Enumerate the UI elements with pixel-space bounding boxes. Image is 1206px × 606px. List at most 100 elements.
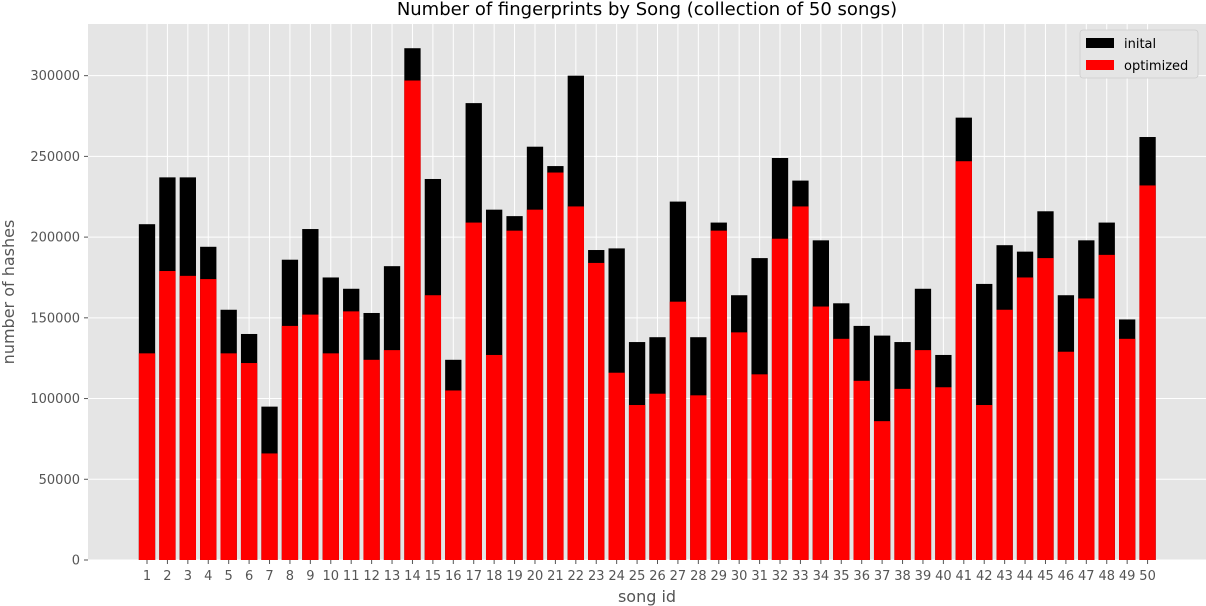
- x-tick-label: 41: [956, 569, 973, 584]
- bar-optimized: [343, 311, 360, 560]
- x-tick-label: 17: [465, 569, 482, 584]
- x-tick-label: 22: [568, 569, 585, 584]
- bar-optimized: [200, 279, 217, 560]
- bar-optimized: [914, 350, 932, 560]
- bar-optimized: [669, 301, 687, 560]
- bar-optimized: [771, 238, 789, 560]
- bar-optimized: [179, 275, 196, 560]
- bar-optimized: [588, 262, 605, 560]
- bar-optimized: [608, 372, 625, 560]
- bar-optimized: [812, 306, 830, 560]
- x-tick-label: 12: [363, 569, 380, 584]
- x-tick-label: 42: [976, 569, 993, 584]
- x-tick-label: 15: [425, 569, 442, 584]
- x-tick-label: 29: [710, 569, 727, 584]
- x-tick-label: 14: [404, 569, 421, 584]
- bars: [138, 48, 1156, 561]
- y-tick-label: 250000: [30, 150, 80, 165]
- bar-optimized: [567, 206, 584, 561]
- y-tick-label: 300000: [30, 69, 80, 84]
- y-axis-title: number of hashes: [0, 220, 18, 365]
- legend: inital optimized: [1079, 29, 1199, 79]
- x-tick-label: 49: [1119, 569, 1136, 584]
- bar-optimized: [690, 395, 707, 560]
- bar-optimized: [261, 453, 278, 560]
- bar-optimized: [159, 271, 176, 560]
- x-tick-label: 21: [547, 569, 564, 584]
- x-tick-label: 44: [1017, 569, 1034, 584]
- x-tick-label: 2: [163, 569, 171, 584]
- y-tick-label: 200000: [30, 231, 80, 246]
- y-tick-label: 150000: [30, 311, 80, 326]
- bar-optimized: [894, 388, 911, 560]
- x-tick-label: 27: [670, 569, 687, 584]
- bar-optimized: [281, 325, 299, 560]
- bar-optimized: [485, 354, 503, 560]
- x-tick-label: 3: [184, 569, 192, 584]
- x-tick-label: 20: [527, 569, 544, 584]
- x-tick-label: 8: [286, 569, 294, 584]
- x-tick-label: 4: [204, 569, 212, 584]
- bar-optimized: [465, 222, 482, 560]
- x-tick-label: 35: [833, 569, 850, 584]
- bar-optimized: [404, 80, 421, 560]
- x-tick-label: 6: [245, 569, 253, 584]
- x-tick-label: 40: [935, 569, 952, 584]
- bar-optimized: [792, 206, 809, 561]
- x-tick-label: 37: [874, 569, 891, 584]
- x-tick-label: 46: [1058, 569, 1075, 584]
- x-tick-label: 24: [608, 569, 625, 584]
- x-tick-label: 28: [690, 569, 707, 584]
- y-tick-label: 50000: [39, 473, 80, 488]
- x-tick-label: 39: [915, 569, 932, 584]
- x-tick-label: 34: [813, 569, 830, 584]
- bar-optimized: [1139, 185, 1156, 560]
- x-tick-label: 30: [731, 569, 748, 584]
- bar-optimized: [976, 405, 993, 560]
- legend-label: inital: [1124, 37, 1156, 52]
- bar-optimized: [1098, 254, 1115, 560]
- bar-optimized: [935, 387, 952, 560]
- x-tick-label: 48: [1098, 569, 1115, 584]
- x-tick-label: 23: [588, 569, 605, 584]
- x-tick-label: 18: [486, 569, 503, 584]
- bar-optimized: [1057, 351, 1075, 560]
- bar-optimized: [424, 295, 442, 560]
- bar-optimized: [833, 338, 850, 560]
- bar-optimized: [1037, 258, 1054, 560]
- bar-optimized: [873, 421, 891, 560]
- x-tick-label: 36: [853, 569, 870, 584]
- x-tick-label: 25: [629, 569, 646, 584]
- x-tick-label: 16: [445, 569, 462, 584]
- bar-optimized: [996, 309, 1013, 560]
- x-tick-label: 13: [384, 569, 401, 584]
- bar-optimized: [220, 353, 237, 560]
- legend-label: optimized: [1124, 59, 1188, 74]
- bar-optimized: [1119, 338, 1136, 560]
- bar-optimized: [363, 359, 380, 560]
- x-axis-title: song id: [618, 587, 676, 606]
- x-tick-label: 7: [265, 569, 273, 584]
- x-tick-label: 31: [751, 569, 768, 584]
- x-tick-label: 11: [343, 569, 360, 584]
- bar-optimized: [628, 405, 646, 560]
- bar-optimized: [1078, 298, 1095, 560]
- y-tick-label: 0: [72, 554, 80, 569]
- bar-optimized: [649, 393, 666, 560]
- y-axis-ticks: 0 50000 100000 150000 200000 250000 300000: [30, 69, 88, 569]
- bar-optimized: [547, 172, 564, 560]
- bar-optimized: [322, 353, 339, 560]
- bar-optimized: [526, 209, 544, 560]
- x-tick-label: 33: [792, 569, 809, 584]
- bar-optimized: [302, 314, 319, 560]
- bar-optimized: [751, 374, 768, 560]
- x-tick-label: 38: [894, 569, 911, 584]
- bar-optimized: [240, 363, 258, 560]
- x-tick-label: 10: [323, 569, 340, 584]
- x-tick-label: 45: [1037, 569, 1054, 584]
- x-tick-label: 19: [506, 569, 523, 584]
- x-tick-label: 1: [143, 569, 151, 584]
- legend-swatch: [1086, 60, 1114, 70]
- x-axis-ticks: 1 2 3 4 5 6 7 8 9 10 11 12 13 14 15 16 17 18 19 20 21 22 23 24 2…: [143, 560, 1156, 584]
